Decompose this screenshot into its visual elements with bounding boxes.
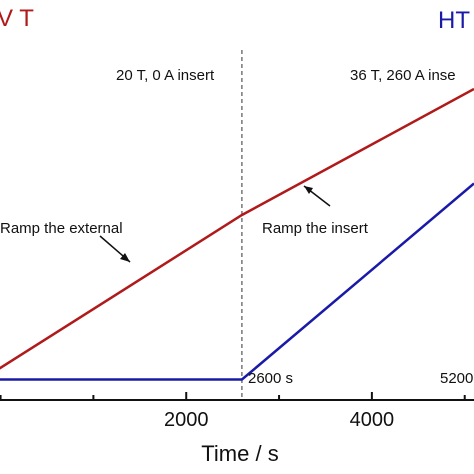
corner-label-right: HT bbox=[438, 7, 470, 34]
annotation-ramp-insert: Ramp the insert bbox=[262, 220, 369, 237]
plot-area: 2000 4000 bbox=[0, 50, 474, 431]
arrowhead-ramp-insert bbox=[304, 186, 313, 194]
annotation-ramp-external: Ramp the external bbox=[0, 220, 123, 237]
annotation-20t: 20 T, 0 A insert bbox=[116, 67, 215, 84]
corner-label-left: V T bbox=[0, 5, 34, 32]
annotation-2600s: 2600 s bbox=[248, 370, 293, 387]
annotation-5200: 5200 bbox=[440, 370, 473, 387]
series-line-1 bbox=[0, 182, 474, 381]
x-ticks: 2000 4000 bbox=[0, 392, 466, 431]
x-axis-title: Time / s bbox=[201, 441, 278, 466]
x-tick-label: 2000 bbox=[164, 409, 209, 431]
annotation-36t: 36 T, 260 A inse bbox=[350, 67, 456, 84]
series-layer bbox=[0, 87, 474, 381]
series-line-0 bbox=[0, 87, 474, 370]
arrowhead-ramp-external bbox=[120, 253, 130, 262]
annotation-arrows bbox=[99, 185, 331, 263]
x-tick-label: 4000 bbox=[350, 409, 395, 431]
